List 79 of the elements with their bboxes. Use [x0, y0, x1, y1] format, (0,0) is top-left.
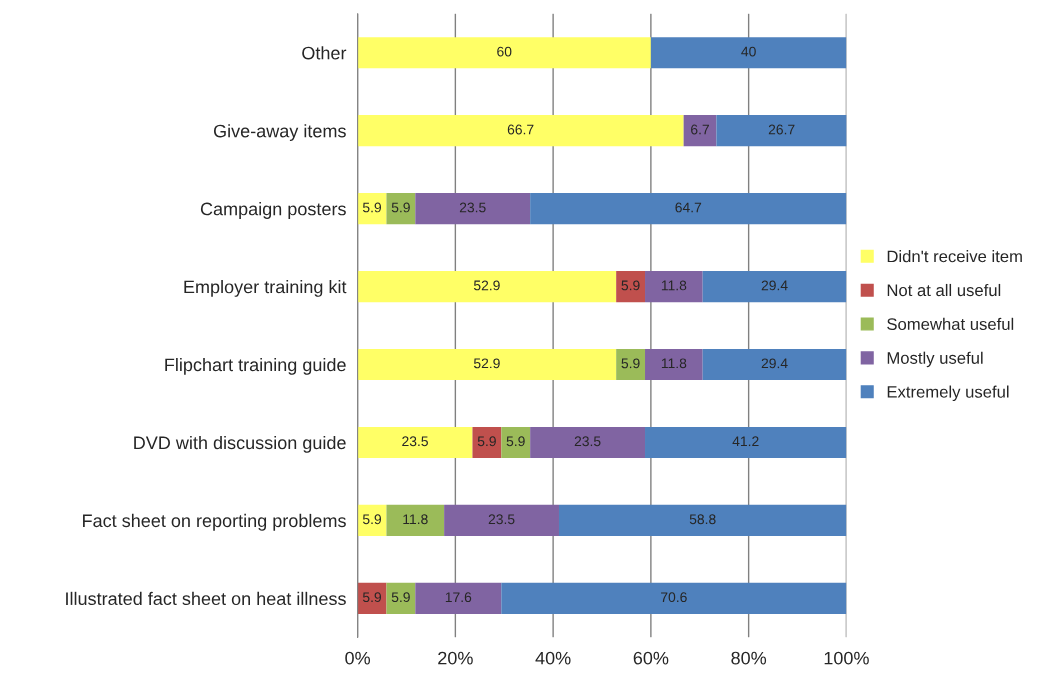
y-tick-label: Illustrated fact sheet on heat illness	[66, 591, 346, 606]
bar	[357, 504, 387, 536]
x-tick-label: 60%	[633, 651, 669, 665]
data-label: 29.4	[761, 280, 788, 291]
legend-label: Didn't receive item	[887, 250, 1022, 263]
data-label: 29.4	[761, 358, 788, 369]
x-tick-label: 40%	[535, 651, 571, 665]
legend-label: Extremely useful	[887, 385, 1009, 402]
data-label: 5.9	[391, 592, 410, 603]
data-label: 11.8	[661, 358, 687, 369]
data-label: 5.9	[477, 436, 496, 447]
bar	[558, 504, 847, 536]
data-label: 66.7	[507, 124, 534, 135]
x-tick-label: 100%	[824, 651, 869, 665]
data-label: 11.8	[403, 514, 428, 525]
y-tick-label: Fact sheet on reporting problems	[83, 513, 346, 531]
data-label: 52.9	[473, 358, 500, 369]
y-tick-label: Other	[302, 46, 347, 60]
data-label: 5.9	[506, 436, 525, 447]
legend-label: Not at all useful	[887, 283, 1001, 297]
bar	[472, 426, 502, 459]
bar	[386, 504, 445, 536]
bar	[357, 582, 387, 614]
data-label: 5.9	[621, 358, 640, 369]
bar	[357, 115, 684, 147]
bar	[683, 115, 717, 147]
bar	[357, 270, 617, 303]
bar	[645, 426, 847, 459]
data-label: 5.9	[362, 592, 382, 603]
x-tick-label: 20%	[438, 651, 473, 665]
bar	[616, 270, 646, 303]
data-label: 17.6	[445, 592, 472, 603]
x-tick-label: 80%	[731, 651, 767, 665]
data-label: 58.8	[689, 514, 716, 525]
bar	[716, 115, 847, 147]
bar	[702, 270, 847, 303]
data-label: 23.5	[488, 514, 515, 525]
bar	[444, 504, 559, 536]
bar	[357, 348, 617, 381]
data-label: 5.9	[362, 202, 382, 213]
data-label: 5.9	[621, 280, 640, 291]
bar	[650, 37, 847, 69]
data-label: 52.9	[473, 280, 500, 291]
bar	[501, 582, 847, 614]
data-label: 70.6	[661, 592, 687, 603]
y-tick-label: DVD with discussion guide	[134, 435, 346, 453]
x-tick-label: 0%	[345, 651, 371, 665]
bar	[530, 426, 646, 459]
data-label: 23.5	[574, 436, 601, 447]
legend-label: Somewhat useful	[887, 317, 1014, 331]
bar	[357, 193, 387, 225]
bar	[616, 348, 646, 381]
y-tick-label: Give-away items	[213, 124, 346, 141]
bar	[530, 193, 847, 225]
bar	[357, 426, 473, 459]
bar	[415, 193, 531, 225]
bar	[702, 348, 847, 381]
y-tick-label: Campaign posters	[200, 202, 346, 219]
data-label: 64.7	[675, 202, 702, 213]
data-label: 60	[497, 46, 512, 57]
bar	[415, 582, 502, 614]
bar	[357, 37, 651, 69]
data-label: 41.2	[732, 436, 759, 447]
bar	[645, 270, 703, 303]
bar	[386, 582, 416, 614]
data-label: 5.9	[362, 514, 382, 525]
data-label: 6.7	[691, 124, 709, 135]
data-label: 11.8	[661, 280, 687, 291]
data-label: 5.9	[391, 202, 410, 213]
bar	[501, 426, 531, 459]
y-tick-label: Employer training kit	[184, 280, 347, 297]
y-tick-label: Flipchart training guide	[165, 357, 346, 375]
data-label: 40	[741, 46, 756, 57]
legend-label: Mostly useful	[887, 351, 983, 368]
data-label: 23.5	[402, 436, 428, 447]
bar	[386, 193, 416, 225]
data-label: 26.7	[768, 124, 795, 135]
data-label: 23.5	[459, 202, 486, 213]
bar	[645, 348, 703, 381]
